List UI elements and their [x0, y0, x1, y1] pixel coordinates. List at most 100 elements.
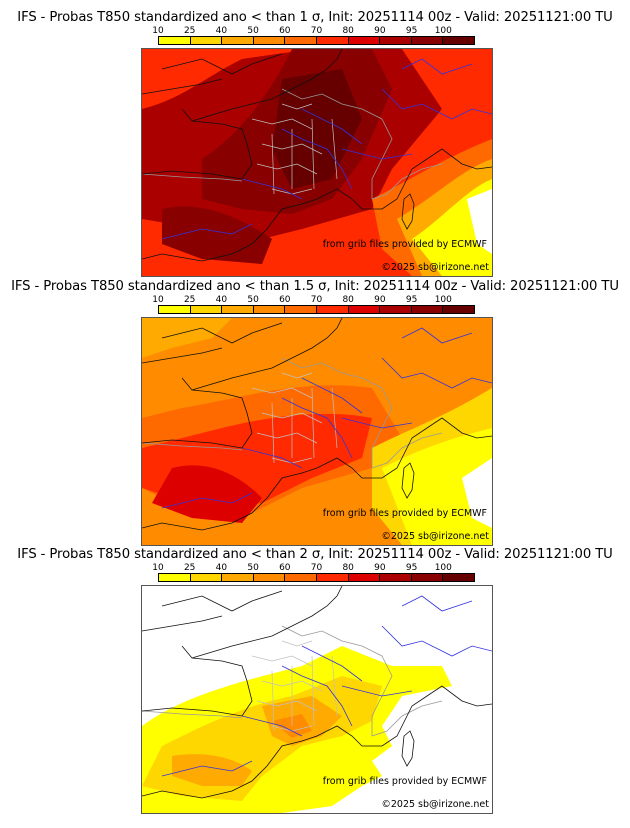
probability-field — [142, 318, 492, 545]
colorbar-tick-label: 40 — [215, 295, 228, 305]
colorbar-segment — [348, 306, 381, 313]
coastline — [142, 318, 492, 531]
probability-contour — [152, 465, 262, 523]
credit-copyright: ©2025 sb@irizone.net — [381, 531, 489, 542]
colorbar-tick-label: 90 — [374, 295, 386, 305]
probability-map: from grib files provided by ECMWF ©2025 … — [141, 585, 493, 814]
colorbar-tick-label: 80 — [342, 26, 354, 36]
colorbar-tick-label: 10 — [152, 26, 164, 36]
map-svg — [142, 586, 492, 813]
probability-contour — [272, 69, 362, 189]
panel-2sigma: IFS - Probas T850 standardized ano < tha… — [0, 547, 630, 816]
map-svg — [142, 49, 492, 276]
colorbar-tick-label: 100 — [434, 563, 452, 573]
colorbar-segment — [380, 574, 412, 581]
colorbar-tick-label: 50 — [247, 563, 259, 573]
colorbar-segment — [222, 574, 254, 581]
probability-contour — [462, 458, 492, 528]
colorbar-segment — [443, 306, 474, 313]
probability-contour — [162, 206, 272, 264]
credit-source: from grib files provided by ECMWF — [322, 239, 487, 250]
colorbar-segment — [285, 306, 317, 313]
panel-title: IFS - Probas T850 standardized ano < tha… — [17, 10, 613, 25]
colorbar-segment — [222, 306, 254, 313]
credit-copyright: ©2025 sb@irizone.net — [381, 799, 489, 810]
colorbar-tick-label: 10 — [152, 295, 164, 305]
panel-1-5sigma: IFS - Probas T850 standardized ano < tha… — [0, 279, 630, 548]
colorbar-segment — [253, 37, 286, 44]
probability-contour — [142, 318, 232, 358]
probability-field — [142, 49, 492, 276]
colorbar-segment — [253, 574, 286, 581]
credit-source: from grib files provided by ECMWF — [322, 508, 487, 519]
colorbar-tick-labels: 10 25 40 50 60 70 80 90 95 100 — [152, 563, 475, 573]
colorbar-tick-label: 70 — [310, 26, 323, 36]
probability-map: from grib files provided by ECMWF ©2025 … — [141, 48, 493, 277]
colorbar-segment — [443, 37, 474, 44]
panel-1sigma: IFS - Probas T850 standardized ano < tha… — [0, 10, 630, 279]
colorbar-segment — [285, 37, 317, 44]
colorbar-tick-label: 90 — [374, 563, 386, 573]
credit-source: from grib files provided by ECMWF — [322, 776, 487, 787]
colorbar-segment — [285, 574, 317, 581]
colorbar-segment — [316, 37, 349, 44]
colorbar — [158, 36, 475, 45]
credit-copyright: ©2025 sb@irizone.net — [381, 262, 489, 273]
colorbar-segment — [316, 306, 349, 313]
colorbar-tick-label: 50 — [247, 26, 259, 36]
colorbar-tick-label: 60 — [279, 563, 291, 573]
panel-title: IFS - Probas T850 standardized ano < tha… — [17, 547, 613, 562]
colorbar-segment — [222, 37, 254, 44]
colorbar-segment — [190, 574, 223, 581]
colorbar-segment — [159, 37, 191, 44]
colorbar-tick-label: 25 — [183, 26, 196, 36]
colorbar-tick-label: 40 — [215, 563, 228, 573]
colorbar-segment — [411, 574, 444, 581]
colorbar-tick-labels: 10 25 40 50 60 70 80 90 95 100 — [152, 295, 475, 305]
colorbar-segment — [159, 306, 191, 313]
coastline — [142, 586, 492, 799]
colorbar-tick-label: 50 — [247, 295, 259, 305]
colorbar-segment — [253, 306, 286, 313]
colorbar-segment — [190, 306, 223, 313]
country-borders — [142, 625, 443, 737]
corsica-coastline — [401, 193, 415, 230]
colorbar-tick-label: 60 — [279, 26, 291, 36]
colorbar-segment — [411, 37, 444, 44]
colorbar-segment — [190, 37, 223, 44]
colorbar-segment — [348, 574, 381, 581]
colorbar — [158, 305, 475, 314]
colorbar-segment — [348, 37, 381, 44]
colorbar-segment — [159, 574, 191, 581]
colorbar-tick-label: 60 — [279, 295, 291, 305]
panel-title: IFS - Probas T850 standardized ano < tha… — [11, 279, 619, 294]
colorbar — [158, 573, 475, 582]
colorbar-segment — [380, 306, 412, 313]
rivers — [161, 595, 492, 777]
colorbar-tick-label: 90 — [374, 26, 386, 36]
map-svg — [142, 318, 492, 545]
country-borders — [142, 357, 443, 469]
colorbar-segment — [380, 37, 412, 44]
colorbar-tick-label: 95 — [405, 563, 418, 573]
corsica-coastline — [401, 462, 415, 499]
colorbar-tick-label: 100 — [434, 26, 452, 36]
colorbar-tick-label: 40 — [215, 26, 228, 36]
colorbar-tick-labels: 10 25 40 50 60 70 80 90 95 100 — [152, 26, 475, 36]
colorbar-segment — [443, 574, 474, 581]
probability-contour — [172, 754, 252, 786]
colorbar-segment — [316, 574, 349, 581]
colorbar-tick-label: 70 — [310, 295, 323, 305]
colorbar-tick-label: 80 — [342, 563, 354, 573]
colorbar-tick-label: 100 — [434, 295, 452, 305]
colorbar-tick-label: 95 — [405, 295, 418, 305]
colorbar-tick-label: 70 — [310, 563, 323, 573]
coastline — [142, 49, 492, 262]
probability-map: from grib files provided by ECMWF ©2025 … — [141, 317, 493, 546]
colorbar-tick-label: 95 — [405, 26, 418, 36]
probability-contour — [467, 189, 492, 254]
colorbar-tick-label: 10 — [152, 563, 164, 573]
colorbar-segment — [411, 306, 444, 313]
rivers — [161, 58, 492, 240]
rivers — [161, 327, 492, 509]
